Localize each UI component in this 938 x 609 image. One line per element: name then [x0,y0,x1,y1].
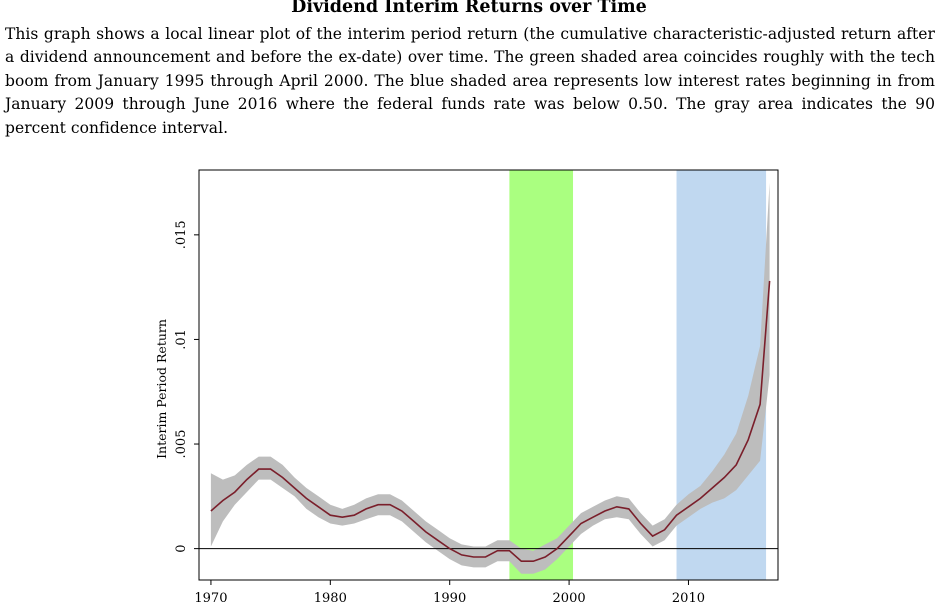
figure-title: Dividend Interim Returns over Time [291,0,647,17]
interim-return-line [210,280,771,562]
x-tick-label: 2010 [672,591,705,606]
y-tick-label: .015 [174,220,189,249]
x-axis: 1970 1980 1990 2000 2010 [194,580,705,606]
x-tick-label: 1990 [433,591,466,606]
x-tick-label: 1970 [194,591,227,606]
x-tick-label: 1980 [314,591,347,606]
y-axis: 0 .005 .01 .015 [174,220,199,553]
shaded-region-2 [676,170,767,580]
y-axis-label: Interim Period Return [154,319,169,459]
shaded-region-1 [509,170,574,580]
y-tick-label: .005 [174,430,189,459]
plot-frame [198,169,779,581]
figure-caption: This graph shows a local linear plot of … [5,25,935,137]
y-tick-label: .01 [174,329,189,350]
x-tick-label: 2000 [553,591,586,606]
y-tick-label: 0 [174,544,189,552]
